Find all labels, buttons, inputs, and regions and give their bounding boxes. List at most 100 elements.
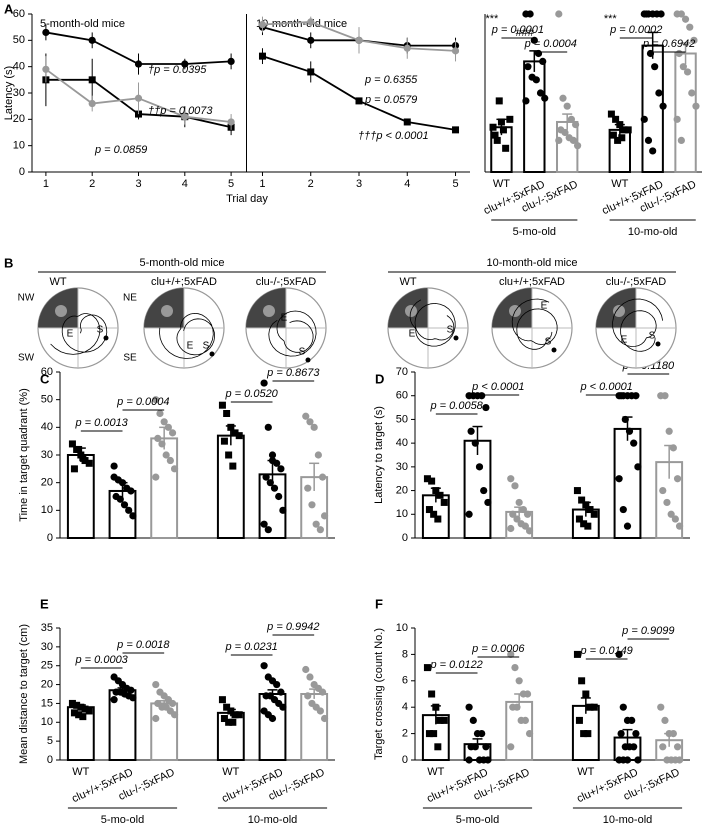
annotation: p = 0.0579	[364, 94, 417, 106]
data-point	[630, 439, 638, 447]
group-title: 5-month-old mice	[140, 257, 225, 269]
data-point	[580, 520, 588, 528]
pool-label: clu+/+;5xFAD	[151, 276, 217, 288]
data-point	[673, 115, 681, 123]
y-tick-label: 30	[41, 641, 53, 653]
data-point	[154, 434, 162, 442]
data-point	[302, 665, 310, 674]
x-tick-label: WT	[222, 766, 239, 778]
data-point	[526, 10, 534, 18]
data-point	[584, 522, 592, 530]
data-point	[617, 392, 625, 400]
x-tick-label: WT	[427, 766, 444, 778]
data-point	[428, 477, 436, 485]
data-point	[316, 526, 324, 534]
data-point	[164, 423, 172, 431]
data-point	[582, 690, 590, 698]
data-point	[469, 716, 477, 725]
x-tick-label: 4	[404, 178, 410, 190]
data-point	[475, 463, 484, 471]
panel-letter: D	[375, 371, 384, 386]
data-point	[235, 432, 243, 440]
data-point	[88, 99, 96, 108]
data-point	[227, 707, 235, 715]
data-point	[355, 36, 363, 44]
data-point	[634, 756, 642, 764]
data-point	[675, 49, 683, 58]
data-point	[134, 60, 143, 68]
data-point	[499, 126, 507, 134]
data-point	[318, 688, 327, 696]
data-point	[181, 60, 189, 68]
data-point	[692, 102, 700, 110]
quadrant-label: NE	[123, 293, 137, 304]
data-point	[515, 498, 523, 507]
pool-label: WT	[399, 276, 416, 288]
annotation: p = 0.8673	[266, 367, 320, 379]
data-point	[432, 703, 440, 711]
data-point	[609, 131, 617, 139]
annotation: p = 0.0520	[225, 388, 279, 400]
y-tick-label: 8	[402, 648, 408, 660]
y-tick-label: 40	[396, 437, 408, 449]
data-point	[673, 475, 682, 483]
data-point	[42, 65, 50, 73]
data-point	[471, 439, 479, 447]
data-point	[465, 756, 473, 764]
data-point	[279, 703, 287, 711]
annotation: p = 0.9942	[266, 621, 319, 633]
data-point	[561, 128, 569, 137]
data-point	[403, 118, 411, 126]
data-point	[220, 437, 228, 445]
data-point	[665, 427, 673, 435]
pool-label: clu-/-;5xFAD	[256, 276, 317, 288]
annotation: p = 0.6942	[642, 38, 695, 50]
y-tick-label: 10	[396, 622, 408, 634]
data-point	[497, 118, 505, 126]
data-point	[134, 94, 143, 102]
data-point	[308, 501, 316, 509]
data-point	[42, 28, 50, 37]
start-label: S	[97, 325, 104, 336]
data-point	[480, 486, 488, 495]
data-point	[220, 715, 228, 723]
pool-label: clu-/-;5xFAD	[606, 276, 667, 288]
data-point	[258, 52, 266, 60]
data-point	[681, 15, 690, 23]
data-point	[617, 730, 625, 738]
data-point	[491, 131, 499, 139]
y-tick-label: 2	[402, 728, 408, 740]
data-point	[493, 136, 501, 144]
data-point	[657, 10, 665, 18]
data-point	[630, 743, 638, 751]
start-label: S	[299, 347, 306, 358]
data-point	[68, 699, 76, 707]
data-point	[440, 716, 448, 724]
data-point	[669, 444, 677, 452]
x-tick-label: 2	[308, 178, 314, 190]
data-point	[659, 743, 667, 751]
data-point	[110, 473, 118, 481]
data-point	[73, 701, 81, 709]
annotation: p = 0.0001	[491, 24, 544, 36]
data-point	[511, 664, 519, 672]
y-axis-label: Time in target quadrant (%)	[18, 388, 30, 521]
data-point	[168, 699, 177, 708]
y-tick-label: 35	[41, 622, 53, 634]
data-point	[590, 510, 598, 518]
data-point	[644, 136, 653, 144]
y-tick-label: 0	[402, 532, 408, 544]
data-point	[575, 515, 583, 523]
data-point	[260, 662, 268, 670]
data-point	[584, 730, 592, 738]
panel-letter: A	[4, 1, 14, 16]
data-point	[231, 711, 239, 719]
data-point	[258, 20, 267, 29]
y-axis-label: Latency (s)	[3, 66, 15, 120]
y-tick-label: 10	[13, 140, 25, 152]
y-axis-label: Mean distance to target (cm)	[18, 624, 30, 764]
swim-path	[612, 298, 664, 352]
end-label: E	[281, 313, 288, 324]
data-point	[521, 522, 529, 530]
data-point	[625, 427, 634, 435]
